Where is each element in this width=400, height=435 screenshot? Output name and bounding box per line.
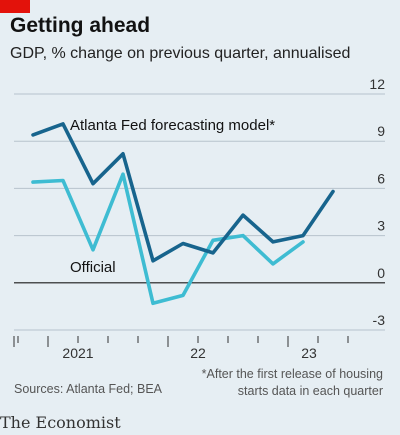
y-tick-label: -3 xyxy=(373,312,386,328)
footnote: *After the first release of housing star… xyxy=(153,366,383,400)
series-label-official: Official xyxy=(70,259,116,276)
series-label-model: Atlanta Fed forecasting model* xyxy=(70,117,275,134)
economist-brand: The Economist xyxy=(0,413,121,432)
x-axis: 2021 22 23 xyxy=(13,336,349,361)
chart-subtitle: GDP, % change on previous quarter, annua… xyxy=(10,45,351,62)
y-tick-label: 12 xyxy=(369,76,385,92)
y-tick-label: 9 xyxy=(377,123,385,139)
series-labels: Atlanta Fed forecasting model* Official xyxy=(70,117,275,276)
y-tick-label: 0 xyxy=(377,265,385,281)
source-note: Sources: Atlanta Fed; BEA xyxy=(14,382,162,396)
y-tick-label: 3 xyxy=(377,218,385,234)
gridlines xyxy=(14,93,385,331)
chart-title: Getting ahead xyxy=(10,14,151,37)
series-line-model xyxy=(31,122,335,263)
footnote-line-2: starts data in each quarter xyxy=(237,384,383,398)
x-tick-label: 23 xyxy=(301,345,317,361)
x-tick-label: 2021 xyxy=(62,345,93,361)
x-tick-label: 22 xyxy=(190,345,206,361)
brand-red-bar xyxy=(0,0,30,13)
y-axis-ticks: -3 0 3 6 9 12 xyxy=(369,76,385,328)
series-lines xyxy=(31,122,335,306)
y-tick-label: 6 xyxy=(377,170,385,186)
series-line-official xyxy=(31,172,305,306)
footnote-line-1: *After the first release of housing xyxy=(201,367,383,381)
